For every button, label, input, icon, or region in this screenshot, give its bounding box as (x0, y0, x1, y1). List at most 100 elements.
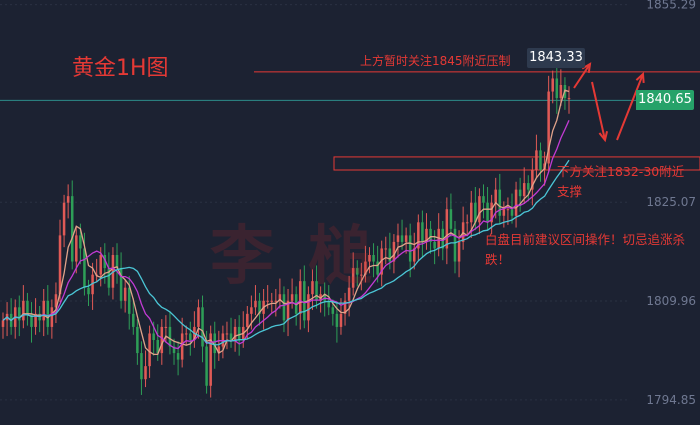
candle-body (413, 248, 416, 262)
chart-title: 黄金1H图 (72, 56, 169, 81)
candle-body (221, 333, 225, 347)
candle-body (457, 241, 461, 262)
candle-body (233, 326, 237, 340)
candle-body (123, 287, 127, 301)
arrow-up-1 (573, 63, 591, 89)
price-levels (0, 71, 700, 171)
candle-body (278, 294, 282, 301)
candle-body (372, 255, 375, 262)
candle-body (445, 209, 449, 249)
candle-body (180, 333, 184, 360)
y-tick-label: 1794.85 (646, 393, 696, 407)
operation-annotation-line2: 跌！ (485, 252, 511, 267)
candle-body (140, 353, 143, 380)
candle-body (518, 189, 522, 197)
candle-body (425, 228, 428, 242)
support-zone (333, 156, 700, 171)
candle-body (315, 281, 318, 301)
arrow-up-2-head (635, 71, 645, 84)
candle-body (307, 294, 310, 321)
forecast-arrows (573, 62, 645, 143)
candle-body (355, 268, 359, 275)
candle-body (417, 222, 420, 249)
y-tick-label: 1825.07 (646, 195, 696, 209)
candle-body (400, 235, 404, 242)
candle-body (237, 326, 241, 340)
candle-body (46, 300, 50, 327)
candle-body (490, 202, 493, 223)
high-price-label: 1843.33 (527, 48, 585, 68)
candle-body (229, 333, 233, 340)
candle-body (201, 307, 204, 347)
candle-body (465, 222, 469, 224)
support-annotation-line2: 支撑 (557, 184, 583, 199)
resistance-annotation: 上方暂时关注1845附近压制 (360, 54, 511, 68)
candle-body (384, 248, 388, 250)
candle-body (506, 209, 510, 211)
watermark: 李 槌 (210, 220, 379, 294)
candle-body (246, 313, 249, 327)
candle-body (429, 228, 432, 242)
candle-body (75, 235, 78, 262)
candle-body (225, 333, 229, 335)
candle-body (156, 340, 159, 354)
candle-body (127, 287, 131, 314)
moving-averages (2, 89, 570, 356)
candle-body (148, 333, 151, 367)
candle-body (282, 294, 286, 321)
candle-body (376, 261, 379, 275)
candle-body (168, 326, 172, 347)
candle-body (449, 209, 453, 229)
candle-body (567, 98, 571, 100)
candle-body (115, 255, 119, 269)
candle-body (132, 313, 135, 327)
candle-body (152, 333, 155, 340)
operation-annotation-line1: 白盘目前建议区间操作！切忌追涨杀 (485, 232, 686, 247)
candle-body (327, 300, 331, 308)
support-annotation: 下方关注1832-30附近 支撑 (557, 162, 684, 202)
arrow-up-2 (616, 73, 644, 141)
candle-body (510, 209, 514, 216)
candle-body (514, 189, 518, 216)
candle-body (34, 313, 37, 327)
candle-body (66, 196, 70, 203)
moving-average-line (2, 89, 570, 356)
candle-body (380, 248, 383, 275)
candle-body (539, 150, 542, 170)
support-annotation-line1: 下方关注1832-30附近 (557, 164, 685, 179)
candle-body (527, 183, 530, 190)
candle-body (494, 189, 497, 203)
candle-body (311, 281, 314, 295)
candles (1, 66, 571, 398)
candle-body (217, 346, 221, 354)
candle-body (303, 281, 306, 321)
candle-body (62, 202, 66, 236)
y-tick-label: 1855.29 (646, 0, 696, 12)
candle-body (474, 202, 477, 223)
candle-body (559, 85, 563, 99)
candle-body (205, 346, 208, 386)
candle-body (87, 287, 90, 295)
candle-body (498, 189, 502, 216)
candle-body (535, 150, 538, 170)
candle-body (339, 313, 343, 327)
candle-body (343, 300, 347, 314)
arrow-down (591, 81, 606, 141)
candle-body (388, 248, 392, 262)
candle-body (482, 196, 485, 203)
candle-body (54, 294, 58, 308)
candle-body (270, 300, 274, 302)
candle-body (331, 307, 335, 314)
candle-body (250, 307, 253, 314)
moving-average-line (2, 120, 570, 350)
candle-body (335, 313, 339, 327)
candle-body (136, 326, 139, 354)
candle-body (408, 235, 412, 262)
candle-body (478, 196, 481, 223)
candle-body (50, 307, 54, 327)
arrow-down-head (598, 131, 609, 143)
y-tick-label: 1809.96 (646, 294, 696, 308)
candle-body (70, 196, 74, 262)
